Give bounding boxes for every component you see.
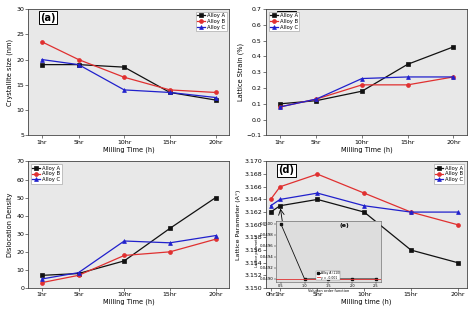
Alloy A [408, 248, 414, 252]
Alloy A [76, 63, 82, 66]
Alloy B [361, 191, 367, 195]
X-axis label: Milling Time (h): Milling Time (h) [341, 146, 392, 153]
Alloy A [315, 197, 320, 201]
Alloy C [313, 97, 319, 101]
Line: Alloy C: Alloy C [269, 191, 460, 214]
Alloy B [167, 88, 173, 92]
Alloy C [167, 241, 173, 245]
X-axis label: Milling time (h): Milling time (h) [341, 299, 392, 305]
Alloy B [213, 90, 219, 94]
X-axis label: Milling Time (h): Milling Time (h) [103, 299, 155, 305]
Alloy C [39, 277, 45, 281]
Alloy A [121, 259, 127, 263]
Alloy C [268, 204, 273, 207]
Alloy B [76, 274, 82, 277]
Alloy A [455, 261, 461, 265]
Alloy C [359, 77, 365, 80]
Line: Alloy A: Alloy A [40, 196, 218, 277]
Alloy B [455, 223, 461, 227]
Alloy B [121, 76, 127, 79]
Legend: Alloy A, Alloy B, Alloy C: Alloy A, Alloy B, Alloy C [434, 164, 465, 184]
Line: Alloy C: Alloy C [40, 58, 218, 100]
Alloy B [39, 40, 45, 44]
Line: Alloy C: Alloy C [40, 234, 218, 281]
Y-axis label: Lattice Strain (%): Lattice Strain (%) [237, 43, 244, 101]
Alloy A [405, 62, 410, 66]
Alloy B [121, 254, 127, 257]
Alloy A [167, 227, 173, 230]
Text: (d): (d) [278, 165, 294, 175]
Alloy A [450, 45, 456, 49]
Alloy B [76, 58, 82, 61]
Alloy C [76, 271, 82, 275]
Alloy B [405, 83, 410, 87]
Alloy C [76, 63, 82, 66]
Line: Alloy A: Alloy A [278, 45, 456, 106]
Alloy C [361, 204, 367, 207]
Alloy B [359, 83, 365, 87]
Alloy C [213, 96, 219, 100]
Text: (a): (a) [40, 13, 56, 23]
Y-axis label: Crystallite size (nm): Crystallite size (nm) [7, 39, 13, 106]
Alloy C [315, 191, 320, 195]
Alloy B [167, 250, 173, 254]
Alloy C [167, 90, 173, 94]
Line: Alloy A: Alloy A [40, 63, 218, 102]
Y-axis label: Dislocation Density: Dislocation Density [8, 193, 13, 257]
Legend: Alloy A, Alloy B, Alloy C: Alloy A, Alloy B, Alloy C [269, 12, 300, 31]
Alloy B [313, 97, 319, 101]
Y-axis label: Lattice Parameter (A°): Lattice Parameter (A°) [236, 190, 241, 260]
Alloy C [121, 88, 127, 92]
Alloy C [121, 239, 127, 243]
Text: (c): (c) [40, 165, 55, 175]
Alloy C [213, 234, 219, 237]
Alloy A [121, 65, 127, 69]
Alloy C [39, 58, 45, 61]
Alloy A [361, 210, 367, 214]
Alloy B [39, 281, 45, 285]
Alloy A [277, 102, 283, 106]
X-axis label: Milling Time (h): Milling Time (h) [103, 146, 155, 153]
Alloy C [277, 105, 283, 109]
Alloy A [39, 63, 45, 66]
Alloy C [450, 75, 456, 79]
Legend: Alloy A, Alloy B, Alloy C: Alloy A, Alloy B, Alloy C [31, 164, 62, 184]
Alloy B [277, 105, 283, 109]
Alloy A [268, 210, 273, 214]
Alloy A [213, 98, 219, 102]
Alloy A [39, 274, 45, 277]
Line: Alloy B: Alloy B [269, 172, 460, 227]
Alloy A [313, 99, 319, 103]
Alloy B [213, 237, 219, 241]
Alloy C [405, 75, 410, 79]
Alloy A [213, 196, 219, 199]
Alloy B [408, 210, 414, 214]
Alloy A [277, 204, 283, 207]
Alloy C [408, 210, 414, 214]
Alloy B [450, 75, 456, 79]
Line: Alloy C: Alloy C [278, 75, 456, 109]
Line: Alloy A: Alloy A [269, 197, 460, 265]
Legend: Alloy A, Alloy B, Alloy C: Alloy A, Alloy B, Alloy C [196, 12, 227, 31]
Line: Alloy B: Alloy B [40, 237, 218, 285]
Line: Alloy B: Alloy B [40, 40, 218, 95]
Alloy C [455, 210, 461, 214]
Alloy B [277, 185, 283, 189]
Line: Alloy B: Alloy B [278, 75, 456, 109]
Alloy B [315, 172, 320, 176]
Alloy A [76, 272, 82, 275]
Alloy C [277, 197, 283, 201]
Alloy A [167, 90, 173, 94]
Alloy A [359, 89, 365, 93]
Alloy B [268, 197, 273, 201]
Text: (b): (b) [278, 13, 294, 23]
